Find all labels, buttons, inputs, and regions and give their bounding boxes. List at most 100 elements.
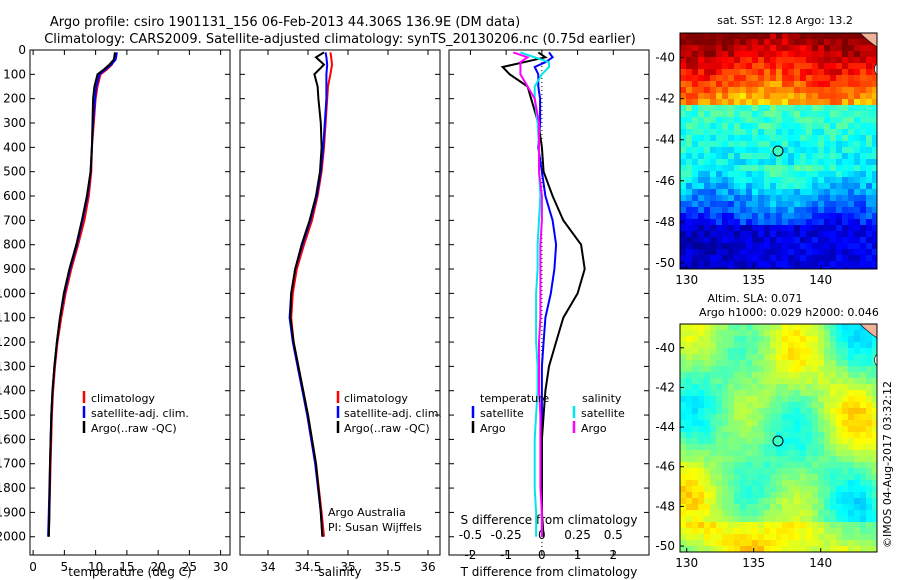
map-cell [806,348,813,355]
map-cell [716,366,723,373]
map-cell [716,522,723,529]
map-cell [824,354,831,361]
map-cell [824,324,831,331]
map-cell [872,510,877,517]
map-cell [794,372,801,379]
map-cell [782,39,789,46]
map-cell [776,510,783,517]
map-cell [770,219,777,226]
map-cell [680,534,687,541]
map-cell [764,135,771,142]
map-cell [788,486,795,493]
map-cell [710,516,717,523]
map-cell [680,117,687,124]
map-cell [806,63,813,70]
map-cell [830,474,837,481]
map-cell [686,51,693,58]
map-cell [776,39,783,46]
map-cell [770,243,777,250]
map-cell [788,135,795,142]
map-cell [764,468,771,475]
map-cell [818,243,825,250]
map-cell [764,183,771,190]
map-cell [782,498,789,505]
map-cell [758,99,765,106]
map-cell [704,33,711,40]
map-cell [860,105,867,112]
map-cell [734,546,741,552]
map-cell [800,63,807,70]
map-cell [698,225,705,232]
map-cell [692,522,699,529]
map-cell [866,93,873,100]
map-cell [692,534,699,541]
map-cell [764,159,771,166]
map-cell [770,63,777,70]
map-cell [788,207,795,214]
map-cell [746,117,753,124]
map-cell [758,177,765,184]
map-cell [812,93,819,100]
map-cell [764,237,771,244]
map-cell [758,516,765,523]
map-cell [848,462,855,469]
map-cell [860,498,867,505]
map-cell [782,450,789,457]
map-cell [722,528,729,535]
map-cell [770,444,777,451]
map-cell [686,342,693,349]
map-cell [692,546,699,552]
map-cell [692,324,699,331]
map-cell [770,177,777,184]
map-cell [752,33,759,40]
map-cell [836,117,843,124]
map-cell [818,348,825,355]
map-cell [812,267,819,269]
map-cell [758,468,765,475]
map-cell [782,516,789,523]
x-tick-label: -1 [500,548,512,562]
map-cell [722,462,729,469]
map-cell [818,522,825,529]
map-cell [740,450,747,457]
map-cell [764,486,771,493]
map-cell [866,528,873,535]
map-cell [734,147,741,154]
map-cell [758,123,765,130]
map-cell [782,354,789,361]
map-cell [770,225,777,232]
map-cell [800,456,807,463]
map-cell [752,444,759,451]
map-cell [842,360,849,367]
map-cell [782,444,789,451]
map-cell [806,159,813,166]
map-cell [806,189,813,196]
map-cell [842,540,849,547]
map-cell [830,231,837,238]
map-cell [800,141,807,148]
map-y-tick-label: -46 [655,460,675,474]
map-cell [866,372,873,379]
map-cell [866,390,873,397]
map-cell [758,33,765,40]
map-cell [854,360,861,367]
map-cell [848,63,855,70]
map-cell [872,159,877,166]
map-cell [836,540,843,547]
map-cell [794,81,801,88]
map-cell [836,123,843,130]
map-cell [716,261,723,268]
map-cell [812,348,819,355]
map-cell [794,267,801,269]
map-cell [800,195,807,202]
map-cell [866,540,873,547]
map-cell [698,99,705,106]
map-cell [836,213,843,220]
map-cell [686,432,693,439]
depth-tick-label: 1600 [0,432,26,446]
map-cell [758,117,765,124]
map-cell [818,324,825,331]
map-cell [692,408,699,415]
map-cell [746,426,753,433]
map-cell [692,117,699,124]
